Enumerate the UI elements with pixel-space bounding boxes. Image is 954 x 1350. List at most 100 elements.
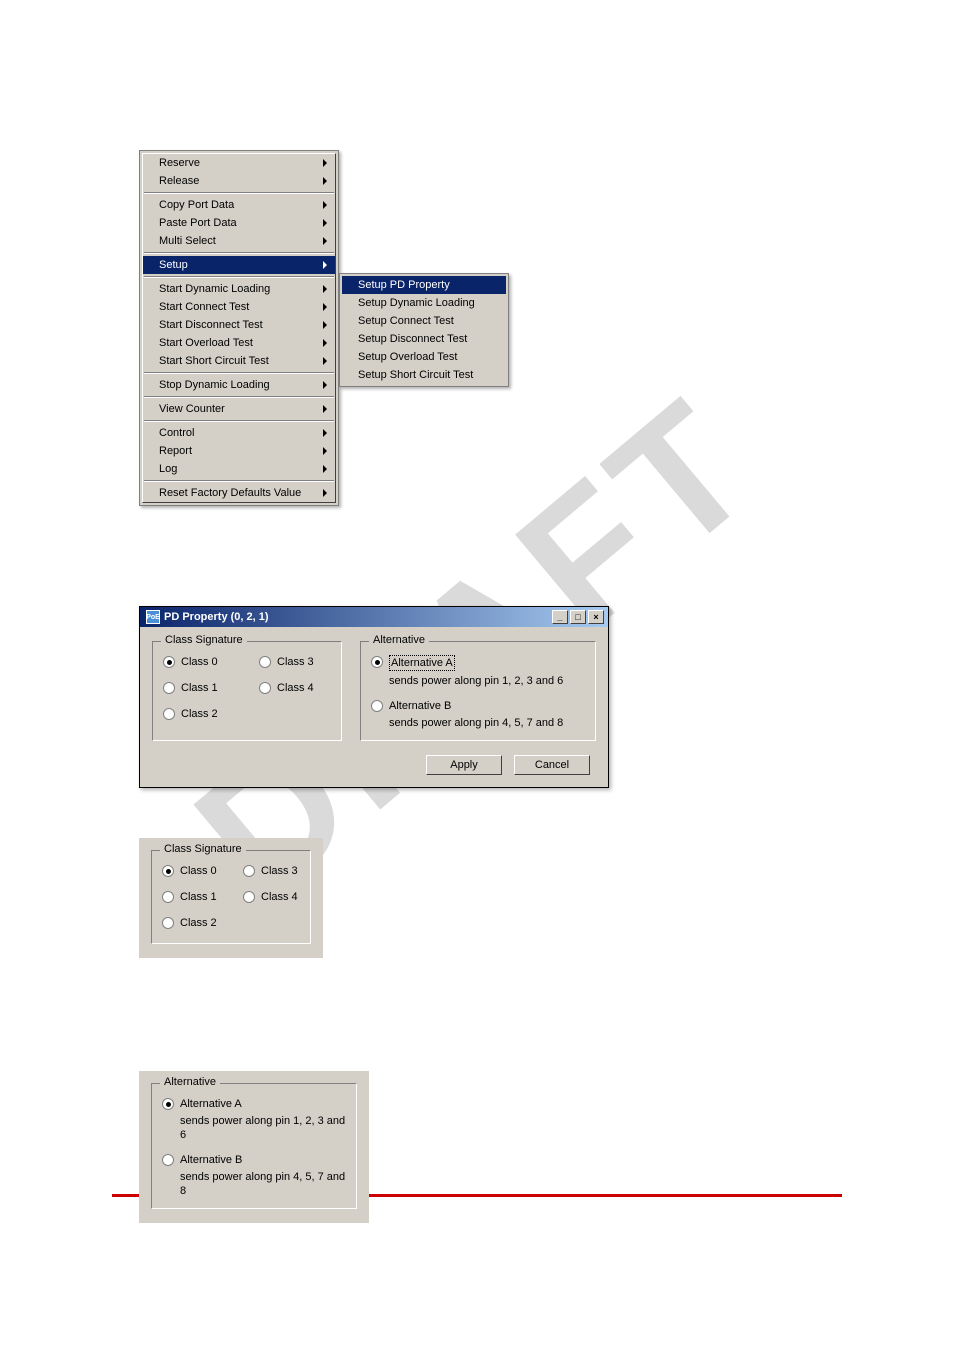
radio-icon	[162, 917, 174, 929]
chevron-right-icon	[323, 237, 327, 245]
menu-item[interactable]: Reserve	[143, 154, 335, 172]
menu-separator	[144, 192, 334, 194]
class-option-label: Class 0	[180, 864, 217, 878]
class-option[interactable]: Class 3	[243, 864, 300, 878]
class-option[interactable]: Class 1	[162, 890, 219, 904]
menu-item-label: Log	[159, 463, 177, 475]
apply-button[interactable]: Apply	[426, 755, 502, 775]
radio-icon	[163, 656, 175, 668]
class-option[interactable]: Class 0	[162, 864, 219, 878]
class-option-label: Class 3	[261, 864, 298, 878]
chevron-right-icon	[323, 465, 327, 473]
alternative-panel: Alternative Alternative A sends power al…	[139, 1071, 369, 1223]
chevron-right-icon	[323, 177, 327, 185]
menu-item[interactable]: View Counter	[143, 400, 335, 418]
menu-item-label: Control	[159, 427, 194, 439]
menu-item[interactable]: Setup	[143, 256, 335, 274]
submenu-item[interactable]: Setup Short Circuit Test	[342, 366, 506, 384]
class-option[interactable]: Class 4	[243, 890, 300, 904]
submenu-item[interactable]: Setup Dynamic Loading	[342, 294, 506, 312]
menu-item[interactable]: Stop Dynamic Loading	[143, 376, 335, 394]
alternative-a-row[interactable]: Alternative A	[371, 655, 585, 671]
menu-item-label: Multi Select	[159, 235, 216, 247]
chevron-right-icon	[323, 303, 327, 311]
menu-item[interactable]: Report	[143, 442, 335, 460]
maximize-button[interactable]: □	[570, 610, 586, 624]
menu-item-label: Start Dynamic Loading	[159, 283, 270, 295]
titlebar-left: PoE PD Property (0, 2, 1)	[146, 610, 269, 624]
menu-item[interactable]: Control	[143, 424, 335, 442]
alternative-b-row-2[interactable]: Alternative B	[162, 1153, 346, 1167]
menu-item[interactable]: Start Short Circuit Test	[143, 352, 335, 370]
menu-item-label: Reset Factory Defaults Value	[159, 487, 301, 499]
alternative-legend: Alternative	[369, 634, 429, 646]
class-option[interactable]: Class 4	[259, 681, 331, 695]
radio-icon	[163, 708, 175, 720]
menu-separator	[144, 420, 334, 422]
radio-icon	[162, 865, 174, 877]
menu-item[interactable]: Start Dynamic Loading	[143, 280, 335, 298]
class-option-label: Class 3	[277, 655, 314, 669]
chevron-right-icon	[323, 447, 327, 455]
class-signature-options: Class 0 Class 3 Class 1 Class 4 Class 2	[163, 652, 331, 724]
alternative-b-label: Alternative B	[389, 700, 451, 712]
menu-item-label: Stop Dynamic Loading	[159, 379, 270, 391]
window-title: PD Property (0, 2, 1)	[164, 611, 269, 623]
menu-item-label: Copy Port Data	[159, 199, 234, 211]
menu-item[interactable]: Multi Select	[143, 232, 335, 250]
class-option[interactable]: Class 0	[163, 655, 235, 669]
menu-separator	[144, 252, 334, 254]
menu-item-label: Start Disconnect Test	[159, 319, 263, 331]
class-option[interactable]: Class 2	[162, 916, 219, 930]
chevron-right-icon	[323, 339, 327, 347]
menu-item[interactable]: Release	[143, 172, 335, 190]
alternative-group: Alternative Alternative A sends power al…	[360, 641, 596, 741]
close-button[interactable]: ×	[588, 610, 604, 624]
context-menu: ReserveRelease Copy Port Data Paste Port D…	[139, 150, 339, 506]
setup-submenu: Setup PD Property Setup Dynamic Loading Se…	[339, 273, 509, 387]
menu-item[interactable]: Log	[143, 460, 335, 478]
menu-item-label: Report	[159, 445, 192, 457]
menu-item[interactable]: Start Overload Test	[143, 334, 335, 352]
submenu-item-label: Setup Overload Test	[358, 351, 457, 363]
submenu-item-label: Setup Dynamic Loading	[358, 297, 475, 309]
menu-item[interactable]: Copy Port Data	[143, 196, 335, 214]
menu-separator	[144, 396, 334, 398]
submenu-item[interactable]: Setup Overload Test	[342, 348, 506, 366]
class-option[interactable]: Class 2	[163, 707, 235, 721]
submenu-item[interactable]: Setup Disconnect Test	[342, 330, 506, 348]
menu-item[interactable]: Start Disconnect Test	[143, 316, 335, 334]
class-option-label: Class 1	[180, 890, 217, 904]
alternative-legend-2: Alternative	[160, 1076, 220, 1088]
page-root: DRAFT ReserveReleaseCopy Port DataPaste …	[0, 0, 954, 1350]
cancel-button[interactable]: Cancel	[514, 755, 590, 775]
alternative-b-row[interactable]: Alternative B	[371, 699, 585, 713]
setup-submenu-items: Setup PD Property Setup Dynamic Loading Se…	[342, 276, 506, 384]
class-option[interactable]: Class 1	[163, 681, 235, 695]
submenu-item[interactable]: Setup Connect Test	[342, 312, 506, 330]
titlebar[interactable]: PoE PD Property (0, 2, 1) _ □ ×	[140, 607, 608, 627]
alternative-a-label: Alternative A	[389, 655, 455, 671]
class-option[interactable]: Class 3	[259, 655, 331, 669]
menu-item-label: Start Short Circuit Test	[159, 355, 269, 367]
menu-item[interactable]: Start Connect Test	[143, 298, 335, 316]
chevron-right-icon	[323, 357, 327, 365]
submenu-item-label: Setup Short Circuit Test	[358, 369, 473, 381]
alternative-group-2: Alternative Alternative A sends power al…	[151, 1083, 357, 1209]
minimize-button[interactable]: _	[552, 610, 568, 624]
class-option-label: Class 1	[181, 681, 218, 695]
radio-icon	[163, 682, 175, 694]
chevron-right-icon	[323, 201, 327, 209]
submenu-item[interactable]: Setup PD Property	[342, 276, 506, 294]
pd-property-dialog: PoE PD Property (0, 2, 1) _ □ × Class Si…	[139, 606, 609, 788]
menu-item[interactable]: Paste Port Data	[143, 214, 335, 232]
alternative-a-row-2[interactable]: Alternative A	[162, 1097, 346, 1111]
class-signature-legend: Class Signature	[161, 634, 247, 646]
radio-icon	[162, 891, 174, 903]
menu-separator	[144, 372, 334, 374]
class-option-label: Class 2	[181, 707, 218, 721]
chevron-right-icon	[323, 321, 327, 329]
menu-item[interactable]: Reset Factory Defaults Value	[143, 484, 335, 502]
submenu-item-label: Setup Connect Test	[358, 315, 454, 327]
chevron-right-icon	[323, 405, 327, 413]
